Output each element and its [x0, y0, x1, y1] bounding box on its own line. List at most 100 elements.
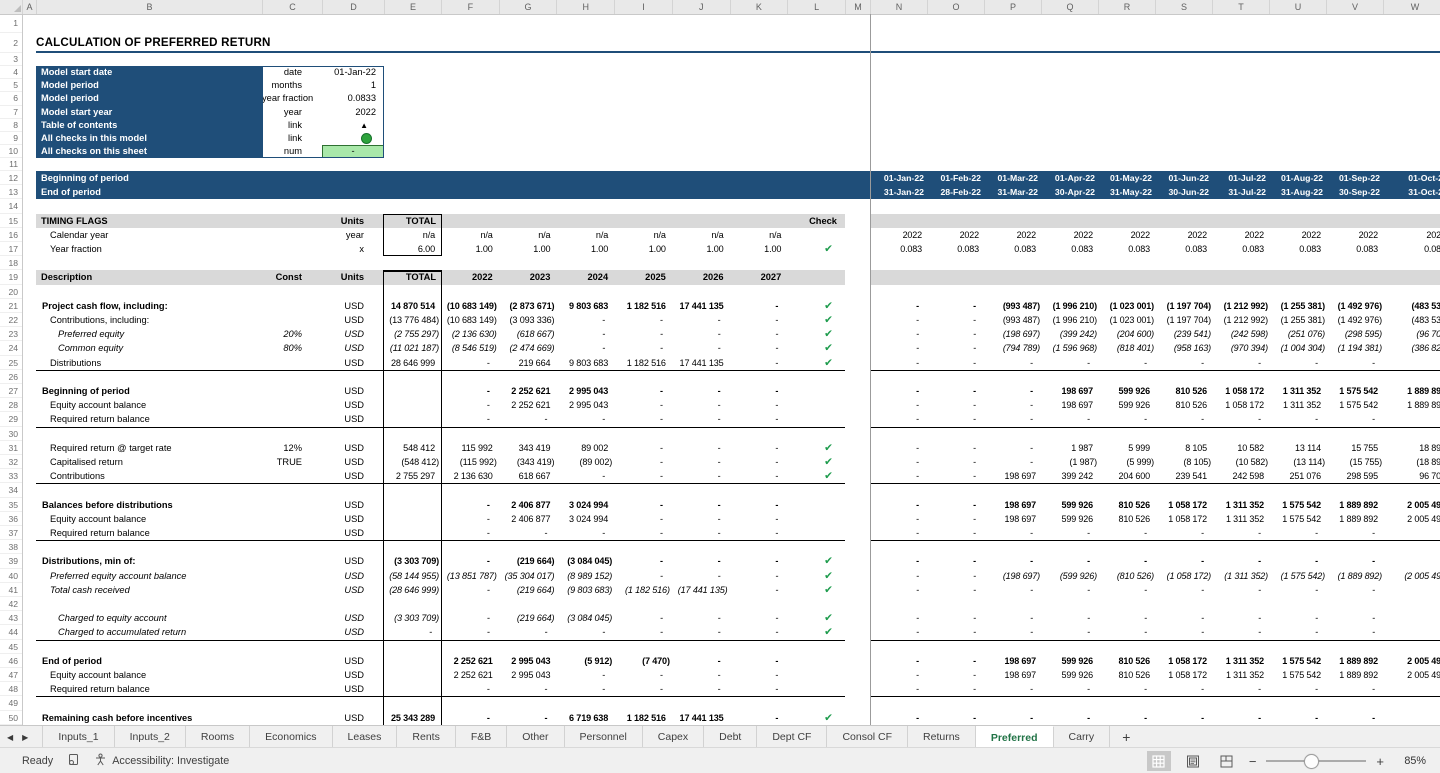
- row-header-24[interactable]: 24: [0, 341, 22, 356]
- cell-I22[interactable]: -: [659, 315, 663, 325]
- sheet-tab-other[interactable]: Other: [507, 726, 565, 748]
- zoom-slider-knob[interactable]: [1304, 754, 1320, 769]
- cell-S36[interactable]: 1 058 172: [1168, 513, 1207, 524]
- cell-T36[interactable]: 1 311 352: [1225, 513, 1264, 524]
- cell-B16[interactable]: Calendar year: [50, 229, 109, 240]
- row-header-28[interactable]: 28: [0, 398, 22, 413]
- row-header-36[interactable]: 36: [0, 512, 22, 526]
- cell-I24[interactable]: -: [659, 343, 663, 354]
- cell-D29[interactable]: USD: [344, 414, 364, 425]
- info-label-5[interactable]: Model period: [41, 80, 99, 91]
- cell-J29[interactable]: -: [717, 414, 721, 425]
- cell-W27[interactable]: 1 889 89: [1407, 386, 1440, 396]
- cell-T40[interactable]: (1 311 352): [1224, 570, 1268, 581]
- cell-J43[interactable]: -: [717, 613, 721, 624]
- info-label-6[interactable]: Model period: [41, 93, 99, 104]
- cell-R28[interactable]: 599 926: [1118, 400, 1151, 411]
- row-header-9[interactable]: 9: [0, 132, 22, 146]
- cell-H48[interactable]: -: [602, 684, 606, 695]
- cell-K22[interactable]: -: [775, 315, 779, 325]
- cell-U24[interactable]: (1 004 304): [1280, 343, 1326, 354]
- cell-Q41[interactable]: -: [1087, 584, 1090, 595]
- row-header-16[interactable]: 16: [0, 228, 22, 242]
- cell-J27[interactable]: -: [717, 386, 721, 396]
- cell-S21[interactable]: (1 197 704): [1166, 300, 1212, 311]
- cell-R48[interactable]: -: [1144, 684, 1147, 695]
- cell-K37[interactable]: -: [775, 528, 779, 538]
- cell-D23[interactable]: USD: [344, 329, 364, 340]
- row-header-49[interactable]: 49: [0, 696, 22, 711]
- cell-J40[interactable]: -: [717, 570, 721, 581]
- cell-S31[interactable]: 8 105: [1185, 442, 1207, 453]
- cell-D37[interactable]: USD: [344, 528, 364, 538]
- cell-P13[interactable]: 31-Mar-22: [997, 187, 1038, 198]
- cell-R13[interactable]: 31-May-22: [1109, 187, 1152, 198]
- sheet-tab-rents[interactable]: Rents: [397, 726, 456, 748]
- cell-I27[interactable]: -: [659, 386, 663, 396]
- cell-I47[interactable]: -: [659, 670, 663, 680]
- check-ok-icon-17[interactable]: ✔: [824, 243, 833, 255]
- cell-F27[interactable]: -: [486, 386, 490, 396]
- sheet-tab-f-b[interactable]: F&B: [456, 726, 508, 748]
- col-header-V[interactable]: V: [1326, 0, 1383, 14]
- cell-F23[interactable]: (2 136 630): [451, 329, 497, 340]
- cell-F35[interactable]: -: [486, 499, 490, 510]
- info-type-4[interactable]: date: [283, 67, 302, 77]
- cell-U22[interactable]: (1 255 381): [1280, 315, 1326, 325]
- check-ok-icon-44[interactable]: ✔: [824, 626, 833, 639]
- cell-E50[interactable]: 25 343 289: [390, 712, 435, 723]
- cell-C32[interactable]: TRUE: [276, 457, 302, 467]
- cell-O36[interactable]: -: [973, 513, 976, 524]
- cell-G47[interactable]: 2 995 043: [511, 670, 551, 680]
- cell-J22[interactable]: -: [717, 315, 721, 325]
- cell-N35[interactable]: -: [916, 499, 919, 510]
- cell-O43[interactable]: -: [973, 613, 976, 624]
- cell-D35[interactable]: USD: [344, 499, 364, 510]
- row-header-13[interactable]: 13: [0, 185, 22, 200]
- row-header-40[interactable]: 40: [0, 569, 22, 583]
- cell-R40[interactable]: (810 526): [1116, 570, 1154, 581]
- cell-O50[interactable]: -: [973, 712, 976, 723]
- cell-U23[interactable]: (251 076): [1287, 329, 1325, 340]
- cell-W28[interactable]: 1 889 89: [1407, 400, 1440, 411]
- cell-S40[interactable]: (1 058 172): [1166, 570, 1212, 581]
- cell-U47[interactable]: 1 575 542: [1282, 670, 1321, 680]
- cell-F28[interactable]: -: [486, 400, 490, 411]
- cell-D46[interactable]: USD: [344, 655, 364, 666]
- cell-U36[interactable]: 1 575 542: [1282, 513, 1321, 524]
- cell-P31[interactable]: -: [1030, 442, 1033, 453]
- cell-F43[interactable]: -: [486, 613, 490, 624]
- cell-F32[interactable]: (115 992): [459, 457, 497, 467]
- cell-S48[interactable]: -: [1201, 684, 1204, 695]
- cell-C23[interactable]: 20%: [283, 329, 302, 340]
- row-header-38[interactable]: 38: [0, 540, 22, 555]
- cell-K41[interactable]: -: [775, 584, 779, 595]
- cell-T12[interactable]: 01-Jul-22: [1228, 173, 1266, 183]
- cell-P35[interactable]: 198 697: [1004, 499, 1037, 510]
- cell-S28[interactable]: 810 526: [1175, 400, 1208, 411]
- row-header-45[interactable]: 45: [0, 640, 22, 654]
- cell-U31[interactable]: 13 114: [1295, 442, 1321, 453]
- cell-O22[interactable]: -: [973, 315, 976, 325]
- cell-S22[interactable]: (1 197 704): [1166, 315, 1212, 325]
- cell-I41[interactable]: (1 182 516): [624, 584, 670, 595]
- zoom-out-button[interactable]: −: [1248, 753, 1257, 769]
- page-break-view-button[interactable]: [1215, 751, 1239, 771]
- cell-B50[interactable]: Remaining cash before incentives: [42, 712, 193, 723]
- cell-R50[interactable]: -: [1144, 712, 1147, 723]
- cell-T25[interactable]: -: [1258, 357, 1261, 368]
- col-header-I[interactable]: I: [614, 0, 672, 14]
- cell-U39[interactable]: -: [1315, 556, 1318, 567]
- cell-G29[interactable]: -: [544, 414, 548, 425]
- info-type-5[interactable]: months: [271, 80, 303, 91]
- cell-J31[interactable]: -: [717, 442, 721, 453]
- cell-U12[interactable]: 01-Aug-22: [1281, 173, 1323, 183]
- cell-H39[interactable]: (3 084 045): [567, 556, 613, 567]
- cell-K44[interactable]: -: [775, 627, 779, 638]
- cell-H47[interactable]: -: [602, 670, 606, 680]
- cell-P12[interactable]: 01-Mar-22: [997, 173, 1038, 183]
- cell-P48[interactable]: -: [1030, 684, 1033, 695]
- cell-T27[interactable]: 1 058 172: [1225, 386, 1264, 396]
- cell-H33[interactable]: -: [602, 471, 606, 482]
- zoom-slider[interactable]: [1266, 754, 1367, 769]
